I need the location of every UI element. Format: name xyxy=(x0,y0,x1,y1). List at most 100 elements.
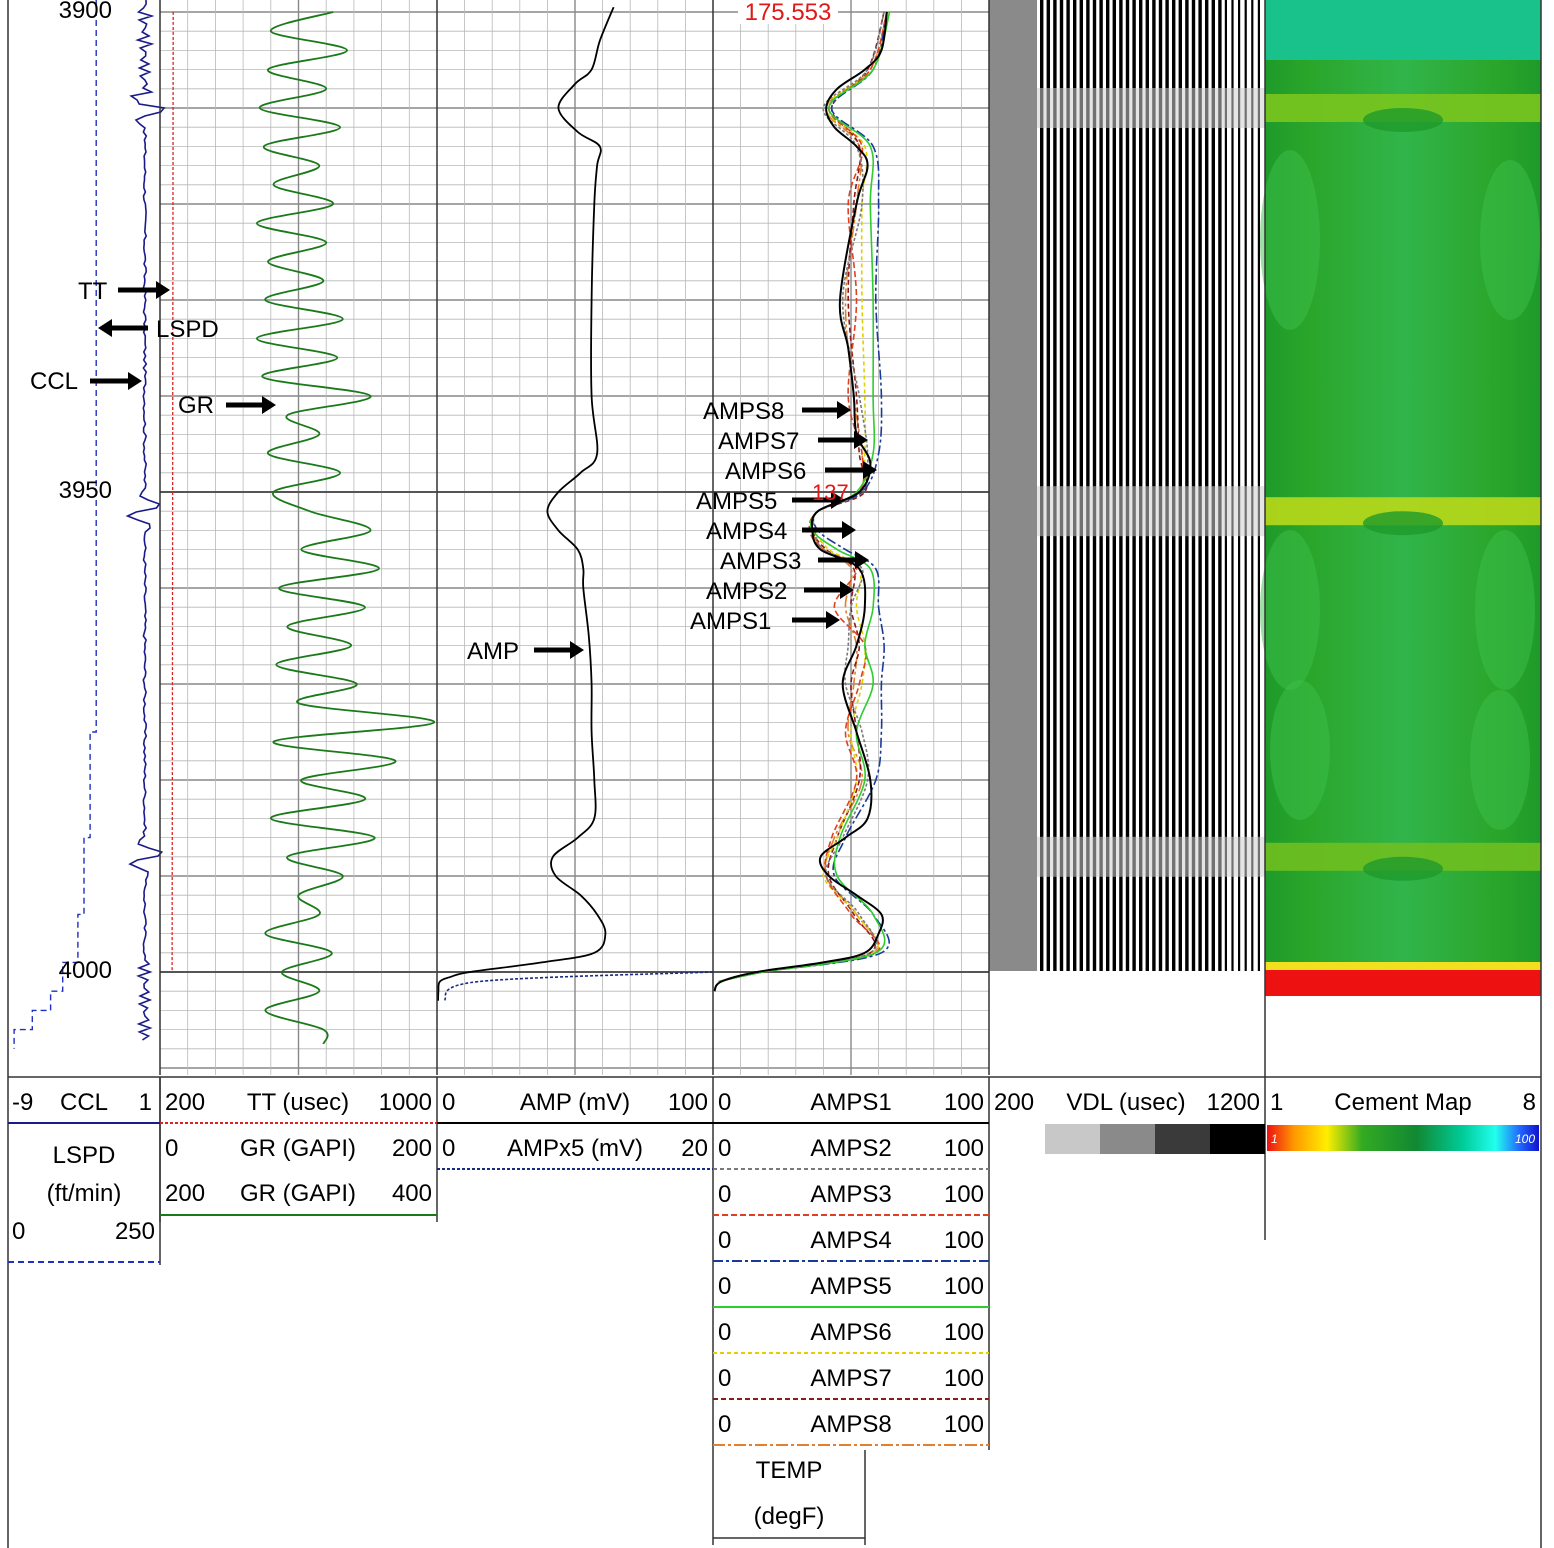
cement-map-blob xyxy=(1475,530,1535,690)
amps4-scale-name: AMPS4 xyxy=(810,1227,891,1254)
cement-map-scale-name: Cement Map xyxy=(1334,1089,1471,1116)
ampx5-scale-name: AMPx5 (mV) xyxy=(507,1135,643,1162)
amps3-scale-name: AMPS3 xyxy=(810,1181,891,1208)
vdl-wave-stripe xyxy=(1119,0,1123,971)
amps1-scale-min: 0 xyxy=(718,1089,731,1116)
log-curves xyxy=(13,0,891,1049)
ccl-curve xyxy=(125,0,166,1041)
amps7-scale-min: 0 xyxy=(718,1365,731,1392)
depth-label-4000: 4000 xyxy=(59,957,112,984)
ccl-scale-max: 1 xyxy=(139,1089,152,1116)
vdl-wave-stripe xyxy=(1158,0,1163,971)
vdl-wave-stripe xyxy=(1145,0,1149,971)
annotation-amps7: AMPS7 xyxy=(718,428,799,455)
amps8-scale-name: AMPS8 xyxy=(810,1411,891,1438)
vdl-wave-stripe xyxy=(1198,0,1202,971)
tt-curve xyxy=(171,11,174,973)
gr1-scale-name: GR (GAPI) xyxy=(240,1135,356,1162)
ccl-scale-min: -9 xyxy=(12,1089,33,1116)
tt-scale-max: 1000 xyxy=(379,1089,432,1116)
amps3-arrowhead xyxy=(855,551,869,569)
amps2-curve xyxy=(718,11,885,983)
gr2-scale-max: 400 xyxy=(392,1180,432,1207)
depth-label-3900: 3900 xyxy=(59,0,112,24)
amps4-arrowhead xyxy=(842,521,856,539)
tt-scale-name: TT (usec) xyxy=(247,1089,349,1116)
amp-scale-max: 100 xyxy=(668,1089,708,1116)
amps7-scale-max: 100 xyxy=(944,1365,984,1392)
vdl-collar-blur xyxy=(1037,88,1265,128)
lspd-scale-name: LSPD xyxy=(53,1142,116,1169)
annotation-ccl: CCL xyxy=(30,368,78,395)
vdl-wave-stripe xyxy=(1244,0,1247,971)
vdl-wave-stripe xyxy=(1231,0,1234,971)
amps1-curve xyxy=(713,11,888,992)
amps3-scale-max: 100 xyxy=(944,1181,984,1208)
vdl-wave-stripe xyxy=(1218,0,1222,971)
tt-arrowhead xyxy=(156,281,170,299)
amps1-scale-max: 100 xyxy=(944,1089,984,1116)
amp-arrowhead xyxy=(570,641,584,659)
annotation-lspd: LSPD xyxy=(156,316,219,343)
vdl-wave-stripe xyxy=(1079,0,1083,971)
cement-map-scale-max: 8 xyxy=(1523,1089,1536,1116)
vdl-wave-stripe xyxy=(1238,0,1241,971)
annotation-amps3: AMPS3 xyxy=(720,548,801,575)
amp-curve xyxy=(437,6,615,1001)
amp-scale-name: AMP (mV) xyxy=(520,1089,630,1116)
vdl-wave-stripe xyxy=(1178,0,1182,971)
amps2-scale-max: 100 xyxy=(944,1135,984,1162)
cement-map-bottom-band xyxy=(1265,966,1541,996)
vdl-wave-stripe xyxy=(1092,0,1097,971)
amps3-scale-min: 0 xyxy=(718,1181,731,1208)
cement-map-collar-notch xyxy=(1363,511,1443,536)
vdl-wave-stripe xyxy=(1205,0,1209,971)
vdl-legend-swatch xyxy=(1210,1124,1265,1154)
cement-map-blob xyxy=(1260,150,1320,330)
amps7-scale-name: AMPS7 xyxy=(810,1365,891,1392)
vdl-wave-stripe xyxy=(1152,0,1156,971)
vdl-wave-stripe xyxy=(1165,0,1169,971)
amps6-arrowhead xyxy=(863,461,877,479)
vdl-wave-stripe xyxy=(1172,0,1176,971)
amp-scale-min: 0 xyxy=(442,1089,455,1116)
amps5-scale-min: 0 xyxy=(718,1273,731,1300)
amps7-arrowhead xyxy=(854,431,868,449)
amps2-arrowhead xyxy=(840,581,854,599)
annotation-amps5: AMPS5 xyxy=(696,488,777,515)
vdl-wave-stripe xyxy=(1191,0,1196,971)
amps4-scale-min: 0 xyxy=(718,1227,731,1254)
vdl-wave-stripe xyxy=(1211,0,1215,971)
vdl-waveform-track xyxy=(989,0,1265,971)
cement-map-collar-notch xyxy=(1363,108,1443,132)
amps8-scale-max: 100 xyxy=(944,1411,984,1438)
vdl-wave-stripe xyxy=(1046,0,1050,971)
vdl-wave-stripe xyxy=(1257,0,1260,971)
vdl-wave-stripe xyxy=(1086,0,1090,971)
lspd-scale-unit: (ft/min) xyxy=(47,1180,122,1207)
vdl-legend-swatch xyxy=(1045,1124,1100,1154)
gr1-scale-max: 200 xyxy=(392,1135,432,1162)
amps4-curve xyxy=(718,11,890,983)
value-label-bg xyxy=(738,0,838,24)
vdl-wave-stripe xyxy=(1040,0,1044,971)
vdl-collar-blur xyxy=(1037,486,1265,537)
vdl-legend-swatch xyxy=(1100,1124,1155,1154)
gr2-scale-min: 200 xyxy=(165,1180,205,1207)
annotation-amp: AMP xyxy=(467,638,519,665)
ampx5-scale-max: 20 xyxy=(681,1135,708,1162)
annotation-amps4: AMPS4 xyxy=(706,518,787,545)
ampx5-curve xyxy=(443,971,713,1002)
amp-track-grid xyxy=(437,0,713,1075)
cement-map-track xyxy=(1260,0,1541,996)
vdl-scale-name: VDL (usec) xyxy=(1066,1089,1185,1116)
vdl-wave-stripe xyxy=(1099,0,1103,971)
ampx5-scale-min: 0 xyxy=(442,1135,455,1162)
depth-label-3950: 3950 xyxy=(59,477,112,504)
amps8-arrowhead xyxy=(837,401,851,419)
ccl-scale-name: CCL xyxy=(60,1089,108,1116)
track-borders xyxy=(7,0,1542,1548)
annotation-amps6: AMPS6 xyxy=(725,458,806,485)
annotation-gr: GR xyxy=(178,392,214,419)
